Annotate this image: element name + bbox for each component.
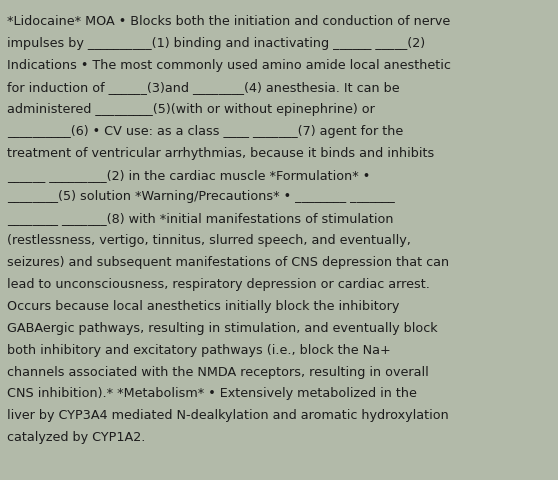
Text: GABAergic pathways, resulting in stimulation, and eventually block: GABAergic pathways, resulting in stimula…: [7, 321, 437, 334]
Text: catalyzed by CYP1A2.: catalyzed by CYP1A2.: [7, 430, 145, 444]
Text: impulses by __________(1) binding and inactivating ______ _____(2): impulses by __________(1) binding and in…: [7, 37, 425, 50]
Text: *Lidocaine* MOA • Blocks both the initiation and conduction of nerve: *Lidocaine* MOA • Blocks both the initia…: [7, 15, 450, 28]
Text: Indications • The most commonly used amino amide local anesthetic: Indications • The most commonly used ami…: [7, 59, 450, 72]
Text: ______ _________(2) in the cardiac muscle *Formulation* •: ______ _________(2) in the cardiac muscl…: [7, 168, 370, 181]
Text: __________(6) • CV use: as a class ____ _______(7) agent for the: __________(6) • CV use: as a class ____ …: [7, 125, 403, 138]
Text: both inhibitory and excitatory pathways (i.e., block the Na+: both inhibitory and excitatory pathways …: [7, 343, 391, 356]
Text: channels associated with the NMDA receptors, resulting in overall: channels associated with the NMDA recept…: [7, 365, 429, 378]
Text: seizures) and subsequent manifestations of CNS depression that can: seizures) and subsequent manifestations …: [7, 255, 449, 269]
Text: (restlessness, vertigo, tinnitus, slurred speech, and eventually,: (restlessness, vertigo, tinnitus, slurre…: [7, 234, 411, 247]
Text: administered _________(5)(with or without epinephrine) or: administered _________(5)(with or withou…: [7, 103, 374, 116]
Text: ________ _______(8) with *initial manifestations of stimulation: ________ _______(8) with *initial manife…: [7, 212, 393, 225]
Text: CNS inhibition).* *Metabolism* • Extensively metabolized in the: CNS inhibition).* *Metabolism* • Extensi…: [7, 387, 417, 400]
Text: for induction of ______(3)and ________(4) anesthesia. It can be: for induction of ______(3)and ________(4…: [7, 81, 400, 94]
Text: ________(5) solution *Warning/Precautions* • ________ _______: ________(5) solution *Warning/Precaution…: [7, 190, 395, 203]
Text: lead to unconsciousness, respiratory depression or cardiac arrest.: lead to unconsciousness, respiratory dep…: [7, 277, 430, 290]
Text: Occurs because local anesthetics initially block the inhibitory: Occurs because local anesthetics initial…: [7, 300, 399, 312]
Text: treatment of ventricular arrhythmias, because it binds and inhibits: treatment of ventricular arrhythmias, be…: [7, 146, 434, 159]
Text: liver by CYP3A4 mediated N-dealkylation and aromatic hydroxylation: liver by CYP3A4 mediated N-dealkylation …: [7, 408, 449, 421]
